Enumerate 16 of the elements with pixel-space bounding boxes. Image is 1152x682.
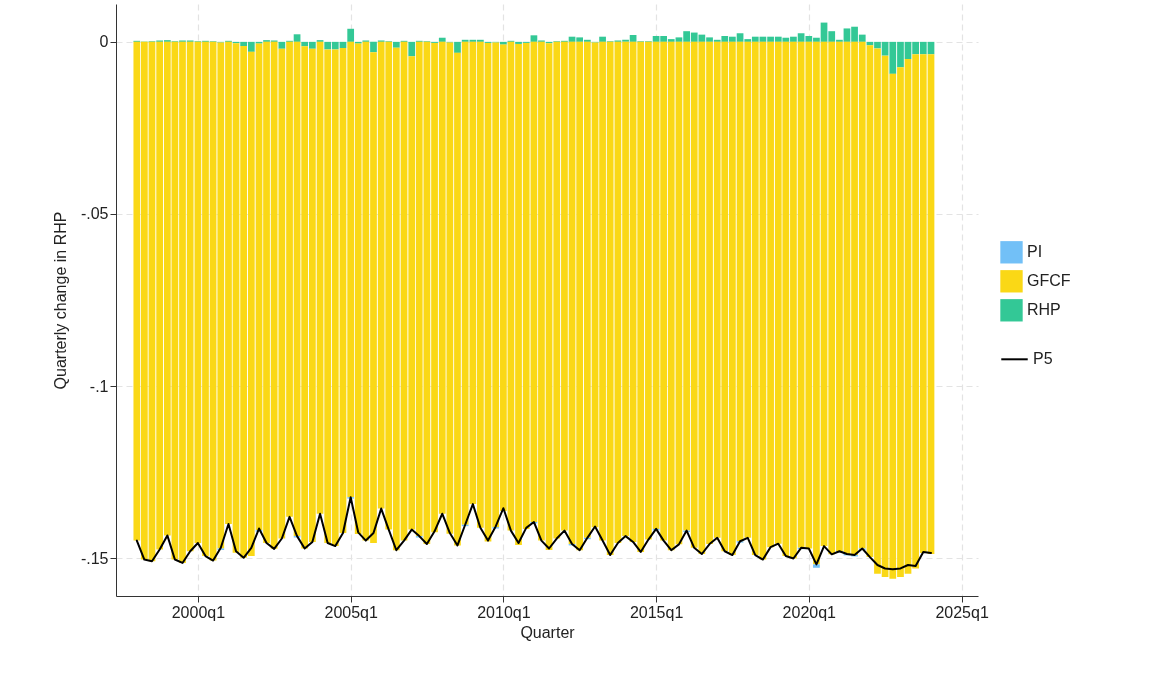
legend-label: GFCF — [1027, 272, 1071, 290]
x-tick-label: 2010q1 — [477, 603, 531, 621]
y-tick-label: -.15 — [80, 549, 109, 567]
y-tick-label: -.05 — [80, 205, 109, 223]
x-tick-label: 2000q1 — [171, 603, 226, 621]
legend-label: PI — [1027, 243, 1043, 261]
x-tick-label: 2025q1 — [935, 603, 989, 621]
x-tick-label: 2020q1 — [782, 603, 837, 621]
legend-label: P5 — [1033, 350, 1053, 368]
x-tick-label: 2015q1 — [629, 603, 684, 621]
legend-label: RHP — [1027, 301, 1061, 319]
y-tick-label: -.1 — [89, 377, 109, 395]
y-axis-title: Quarterly change in RHP — [51, 211, 69, 390]
y-tick-label: 0 — [99, 33, 109, 51]
x-tick-label: 2005q1 — [324, 603, 378, 621]
x-axis-title: Quarter — [520, 623, 576, 641]
